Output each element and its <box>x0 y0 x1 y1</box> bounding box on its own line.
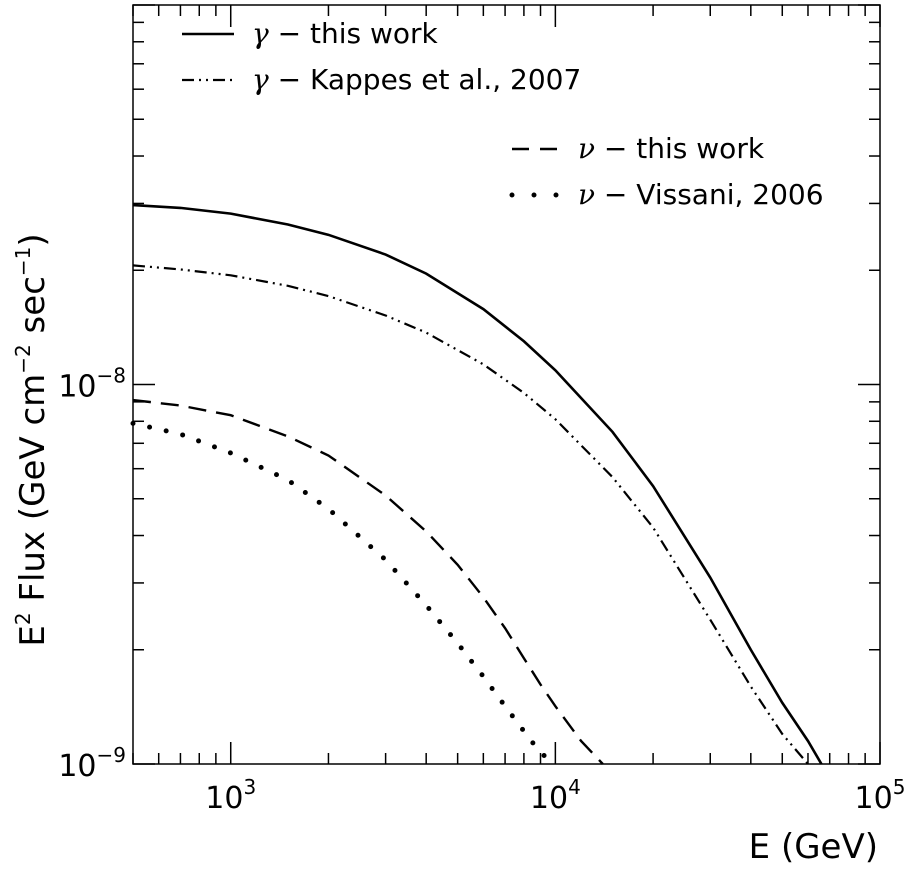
series-line-2 <box>132 398 604 765</box>
x-tick-label: 104 <box>530 775 581 816</box>
legend: γ − this work γ − Kappes et al., 2007 ν − … <box>182 17 824 211</box>
legend-label-1: γ − Kappes et al., 2007 <box>252 63 581 96</box>
x-tick-label: 103 <box>205 775 256 816</box>
x-tick-label: 105 <box>855 775 906 816</box>
y-tick-label: 10−9 <box>58 743 126 784</box>
series-line-3 <box>130 420 558 767</box>
legend-label-2: ν − this work <box>578 132 765 165</box>
legend-label-3: ν − Vissani, 2006 <box>578 178 824 211</box>
x-axis-title: E (GeV) <box>749 827 878 867</box>
y-axis-title: E2 Flux (GeV cm−2 sec−1) <box>11 233 53 646</box>
data-curves <box>130 203 823 767</box>
legend-label-0: γ − this work <box>252 17 439 50</box>
y-tick-label: 10−8 <box>58 364 126 405</box>
tick-labels: 103 104 105 10−9 10−8 <box>58 364 905 817</box>
svg-text:E2 Flux (GeV cm−2 sec−1): E2 Flux (GeV cm−2 sec−1) <box>11 233 53 646</box>
axis-ticks <box>132 4 881 765</box>
series-line-0 <box>132 203 823 765</box>
plot-frame <box>132 4 881 765</box>
series-line-1 <box>132 264 809 765</box>
